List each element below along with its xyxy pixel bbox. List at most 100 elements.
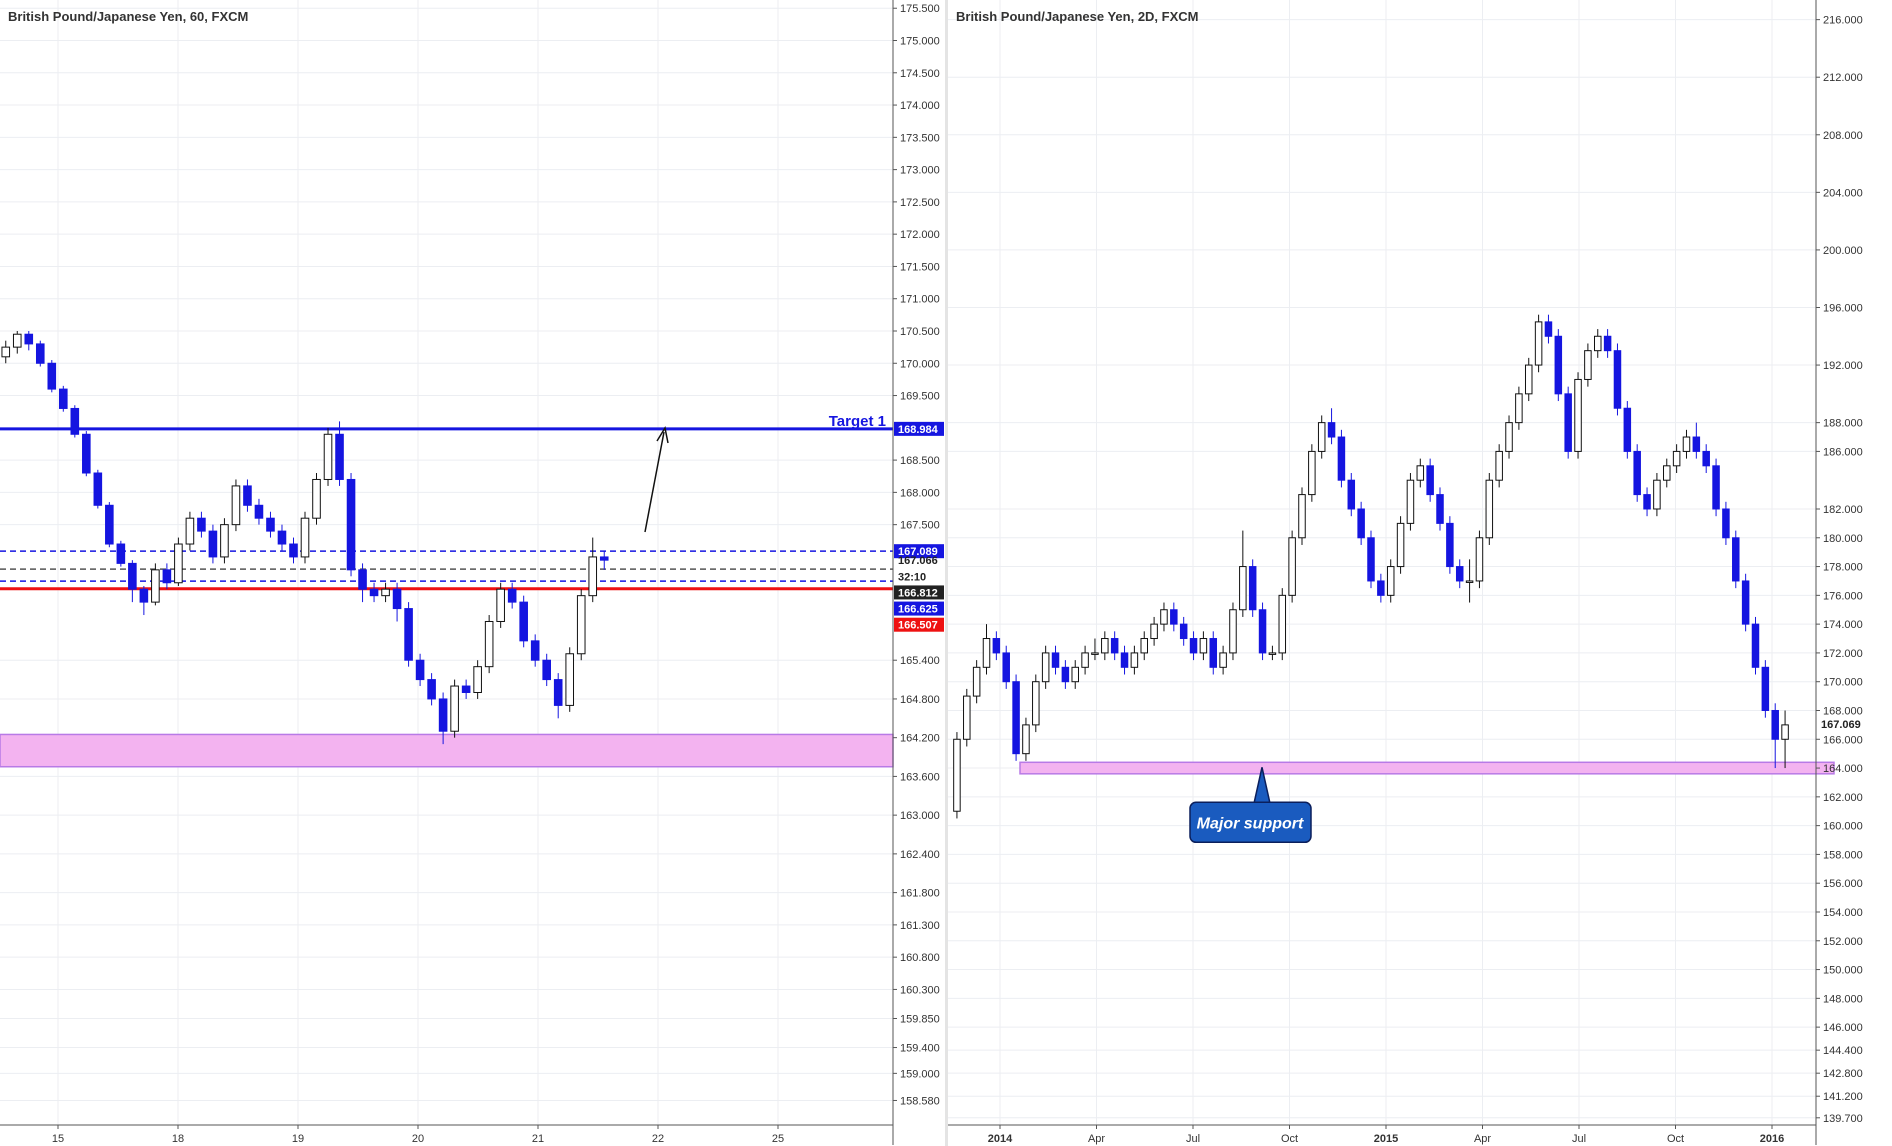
y-tick-label: 212.000 bbox=[1823, 72, 1863, 84]
y-tick-label: 144.400 bbox=[1823, 1045, 1863, 1057]
candle-body bbox=[381, 588, 390, 597]
candle-body bbox=[1051, 652, 1060, 668]
candle-body bbox=[82, 433, 91, 474]
left-chart-panel[interactable]: 175.500 175.000 174.500 174.000 173.500 173.0… bbox=[0, 0, 945, 1146]
y-tick-label: 186.000 bbox=[1823, 446, 1863, 458]
candle-body bbox=[139, 588, 149, 603]
candle-body bbox=[427, 679, 436, 700]
candle-body bbox=[220, 524, 229, 558]
candle-body bbox=[576, 595, 586, 655]
candle-body bbox=[496, 588, 505, 622]
candle-body bbox=[1722, 508, 1730, 539]
y-tick-label: 172.000 bbox=[1823, 648, 1863, 660]
candle-body bbox=[484, 620, 494, 668]
y-tick-label: 159.400 bbox=[900, 1043, 940, 1055]
x-tick-label: 20 bbox=[412, 1133, 424, 1145]
price-tag-label: 166.812 bbox=[898, 587, 938, 599]
candle-body bbox=[162, 569, 172, 584]
candle-body bbox=[1446, 522, 1454, 568]
y-tick-label: 168.000 bbox=[1823, 705, 1863, 717]
price-tag-label: 32:10 bbox=[898, 571, 926, 583]
candle-body bbox=[323, 433, 333, 480]
y-tick-label: 161.800 bbox=[900, 888, 940, 900]
support-zone bbox=[0, 733, 894, 768]
y-tick-label: 154.000 bbox=[1823, 907, 1863, 919]
x-tick-label: 15 bbox=[52, 1133, 64, 1145]
y-tick-label: 200.000 bbox=[1823, 245, 1863, 257]
candle-body bbox=[1505, 422, 1513, 452]
y-tick-label: 167.500 bbox=[900, 520, 940, 532]
candle-body bbox=[1219, 652, 1227, 668]
candle-body bbox=[1110, 638, 1119, 654]
y-tick-label: 192.000 bbox=[1823, 360, 1863, 372]
candle-body bbox=[1574, 378, 1582, 452]
candle-body bbox=[1771, 709, 1779, 740]
candle-body bbox=[1741, 580, 1750, 625]
right-chart-panel[interactable]: 216.000 212.000 208.000 204.000 200.000 196.0… bbox=[948, 0, 1892, 1146]
candle-body bbox=[151, 569, 160, 603]
candle-body bbox=[1623, 407, 1632, 452]
candle-body bbox=[1524, 364, 1533, 395]
y-tick-label: 171.000 bbox=[900, 294, 940, 306]
candle-body bbox=[1061, 666, 1070, 683]
candle-body bbox=[1239, 566, 1247, 611]
price-tag-label: 167.089 bbox=[898, 546, 938, 558]
y-tick-label: 164.800 bbox=[900, 694, 940, 706]
candle-body bbox=[1672, 450, 1681, 467]
candle-body bbox=[346, 478, 356, 571]
y-tick-label: 174.000 bbox=[1823, 619, 1863, 631]
y-tick-label: 158.580 bbox=[900, 1095, 940, 1107]
price-tag-bg bbox=[894, 421, 944, 436]
candle-body bbox=[565, 653, 575, 706]
y-tick-label: 196.000 bbox=[1823, 302, 1863, 314]
candle-body bbox=[1751, 623, 1760, 668]
price-tag-bg bbox=[894, 585, 944, 600]
left-chart-title: British Pound/Japanese Yen, 60, FXCM bbox=[8, 9, 249, 24]
y-tick-label: 176.000 bbox=[1823, 590, 1863, 602]
x-tick-label: Oct bbox=[1281, 1133, 1298, 1145]
candle-body bbox=[1150, 623, 1158, 640]
candle-body bbox=[1327, 422, 1336, 438]
candle-body bbox=[1554, 335, 1563, 395]
y-tick-label: 168.000 bbox=[900, 487, 940, 499]
candle-body bbox=[174, 543, 183, 584]
candle-body bbox=[116, 543, 126, 564]
candle-body bbox=[1702, 450, 1710, 467]
y-tick-label: 162.400 bbox=[900, 849, 940, 861]
left-chart-svg[interactable]: 175.500 175.000 174.500 174.000 173.500 173.0… bbox=[0, 0, 945, 1146]
candle-body bbox=[1101, 638, 1109, 654]
y-tick-label: 204.000 bbox=[1823, 187, 1863, 199]
candle-body bbox=[1386, 566, 1395, 596]
y-tick-label: 175.500 bbox=[900, 3, 940, 15]
candle-body bbox=[1436, 494, 1444, 524]
y-tick-label: 158.000 bbox=[1823, 849, 1863, 861]
candle-body bbox=[1564, 393, 1572, 452]
candle-body bbox=[1041, 652, 1050, 683]
candle-body bbox=[1633, 450, 1641, 496]
y-tick-label: 164.000 bbox=[1823, 763, 1863, 775]
right-chart-svg[interactable]: 216.000 212.000 208.000 204.000 200.000 196.0… bbox=[948, 0, 1892, 1146]
candle-body bbox=[1475, 537, 1484, 582]
candle-body bbox=[1248, 566, 1257, 611]
panel-divider[interactable] bbox=[945, 0, 948, 1146]
candle-body bbox=[1298, 494, 1306, 539]
candle-body bbox=[1012, 681, 1020, 755]
y-tick-label: 178.000 bbox=[1823, 562, 1863, 574]
candle-body bbox=[231, 485, 241, 526]
candle-body bbox=[254, 504, 264, 519]
x-tick-label: 21 bbox=[532, 1133, 544, 1145]
candle-body bbox=[1347, 479, 1356, 510]
candle-body bbox=[105, 504, 114, 545]
x-tick-label: 2014 bbox=[988, 1133, 1013, 1145]
y-tick-label: 159.000 bbox=[900, 1068, 940, 1080]
candle-body bbox=[982, 638, 991, 668]
x-tick-label: Apr bbox=[1088, 1133, 1105, 1145]
candle-body bbox=[1278, 594, 1287, 654]
candle-body bbox=[1071, 666, 1079, 683]
price-tag-label: 167.069 bbox=[1821, 719, 1861, 731]
y-tick-label: 146.000 bbox=[1823, 1022, 1863, 1034]
candle-body bbox=[1179, 623, 1188, 640]
candle-body bbox=[335, 433, 344, 480]
candle-body bbox=[1288, 537, 1296, 596]
y-tick-label: 162.000 bbox=[1823, 792, 1863, 804]
